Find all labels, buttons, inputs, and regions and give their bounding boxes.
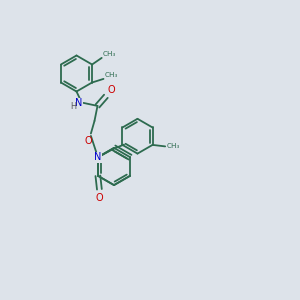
Text: CH₃: CH₃ <box>105 72 118 78</box>
Text: O: O <box>85 136 92 146</box>
Text: H: H <box>70 102 76 111</box>
Text: O: O <box>107 85 115 95</box>
Text: O: O <box>96 193 103 203</box>
Text: N: N <box>94 152 102 162</box>
Text: CH₃: CH₃ <box>103 51 116 57</box>
Text: CH₃: CH₃ <box>167 143 180 149</box>
Text: N: N <box>75 98 82 108</box>
